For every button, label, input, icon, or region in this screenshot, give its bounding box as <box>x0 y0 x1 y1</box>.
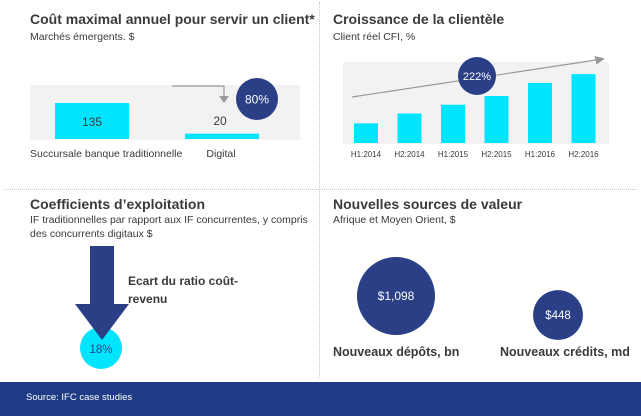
cost-panel: Coût maximal annuel pour servir un clien… <box>0 0 318 188</box>
value-panel: Nouvelles sources de valeur Afrique et M… <box>320 190 641 380</box>
growth-tick-label: H2:2016 <box>568 150 599 159</box>
cost-arrow-head <box>219 96 229 103</box>
cost-title: Coût maximal annuel pour servir un clien… <box>30 11 315 27</box>
efficiency-title: Coefficients d’exploitation <box>30 196 206 212</box>
growth-bar-h1-2016 <box>528 82 552 143</box>
efficiency-subtitle: IF traditionnelles par rapport aux IF co… <box>30 214 308 240</box>
cost-value-digital: 20 <box>213 114 227 128</box>
cost-arrow-line <box>172 85 225 97</box>
credits-bubble <box>533 290 583 340</box>
growth-chart: 222% H1:2014 H2:2014 H1:2015 H2:2015 H1:2016… <box>343 56 609 159</box>
growth-bar-h1-2014 <box>354 123 378 143</box>
efficiency-ratio-label: 18% <box>89 344 112 356</box>
growth-trend-arrowhead <box>594 56 605 65</box>
growth-bar-h1-2015 <box>441 104 465 143</box>
deposits-value-label: $1,098 <box>378 289 415 303</box>
cost-subtitle: Marchés émergents. $ <box>30 31 135 43</box>
value-title: Nouvelles sources de valeur <box>333 196 523 212</box>
growth-badge <box>458 57 496 95</box>
efficiency-down-arrow <box>75 246 129 340</box>
growth-panel: Croissance de la clientèle Client réel C… <box>320 0 641 188</box>
efficiency-ratio-circle <box>80 327 122 369</box>
credits-value-label: $448 <box>545 310 571 322</box>
growth-tick-label: H1:2016 <box>525 150 556 159</box>
deposits-bubble <box>357 257 435 335</box>
cost-value-branch: 135 <box>82 115 102 129</box>
value-chart: $1,098 $448 Nouveaux dépôts, bn Nouveaux… <box>333 257 630 359</box>
growth-tick-label: H1:2014 <box>351 150 382 159</box>
deposits-category-label: Nouveaux dépôts, bn <box>333 345 459 359</box>
efficiency-graphic: 18% <box>75 246 129 369</box>
cost-category-digital: Digital <box>206 148 235 160</box>
cost-bar-branch <box>55 103 129 139</box>
growth-tick-label: H2:2015 <box>481 150 512 159</box>
source-footer: Source: IFC case studies <box>0 382 641 416</box>
value-subtitle: Afrique et Moyen Orient, $ <box>333 214 456 226</box>
vertical-divider <box>319 2 320 378</box>
cost-category-branch: Succursale banque traditionnelle <box>30 148 183 160</box>
growth-tick-label: H1:2015 <box>438 150 469 159</box>
growth-subtitle: Client réel CFI, % <box>333 31 416 43</box>
growth-tick-label: H2:2014 <box>394 150 425 159</box>
growth-badge-label: 222% <box>463 71 491 83</box>
cost-chart: 135 20 80% Succursale banque traditionne… <box>30 78 300 160</box>
horizontal-divider <box>4 189 637 190</box>
efficiency-arrow-label: Ecart du ratio coût-revenu <box>128 274 239 306</box>
source-text: Source: IFC case studies <box>26 392 133 403</box>
efficiency-panel: Coefficients d’exploitation IF tradition… <box>0 190 318 380</box>
cost-reduction-badge <box>236 78 278 120</box>
cost-bar-digital <box>185 133 259 139</box>
cost-reduction-label: 80% <box>245 93 269 107</box>
growth-bar-h2-2016 <box>571 74 596 143</box>
credits-category-label: Nouveaux crédits, md <box>500 345 630 359</box>
growth-bar-h2-2015 <box>484 95 509 143</box>
growth-bar-h2-2014 <box>397 113 422 143</box>
growth-title: Croissance de la clientèle <box>333 11 505 27</box>
